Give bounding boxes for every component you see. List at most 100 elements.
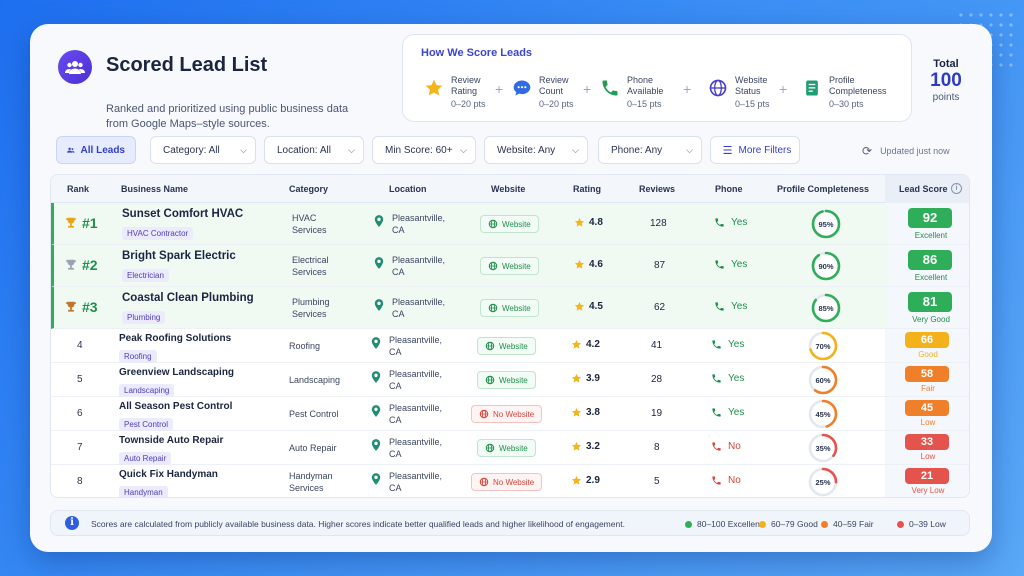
table-row[interactable]: 8 Quick Fix Handyman Handyman Handyman Se… xyxy=(51,465,969,497)
phone-icon xyxy=(712,374,721,383)
col-phone[interactable]: Phone xyxy=(715,184,743,194)
info-icon[interactable]: i xyxy=(951,183,962,194)
document-icon xyxy=(801,77,823,99)
rating-value: 3.2 xyxy=(586,441,600,452)
website-badge[interactable]: Website xyxy=(477,439,536,457)
legend-dot xyxy=(685,520,692,528)
rank-value: 7 xyxy=(77,442,83,453)
phone-value: Yes xyxy=(731,301,748,312)
business-name[interactable]: Bright Spark Electric xyxy=(122,250,236,262)
website-badge[interactable]: Website xyxy=(480,299,539,317)
table-row[interactable]: 6 All Season Pest Control Pest Control P… xyxy=(51,397,969,431)
col-website[interactable]: Website xyxy=(491,184,526,194)
phone-value: Yes xyxy=(728,407,745,418)
legend-item: 80–100 Excellent xyxy=(685,519,762,529)
col-rank[interactable]: Rank xyxy=(67,184,90,194)
table-row[interactable]: #2 Bright Spark Electric Electrician Ele… xyxy=(51,245,969,287)
col-location[interactable]: Location xyxy=(389,184,427,194)
profile-completeness-value: 95% xyxy=(818,220,833,229)
category-cell: Electrical Services xyxy=(292,255,329,277)
lead-score-label: Excellent xyxy=(914,231,948,240)
map-pin-icon xyxy=(374,256,384,274)
col-lead-score[interactable]: Lead Score xyxy=(899,184,948,194)
page-title: Scored Lead List xyxy=(106,54,268,76)
category-filter[interactable]: Category: All ⌵ xyxy=(150,136,256,164)
location-filter[interactable]: Location: All ⌵ xyxy=(264,136,364,164)
category-tag: Roofing xyxy=(119,350,157,363)
phone-icon xyxy=(712,408,721,417)
lead-score-label: Excellent xyxy=(914,273,948,282)
business-name[interactable]: Quick Fix Handyman xyxy=(119,469,218,480)
location-cell: Pleasantville, CA xyxy=(389,335,443,357)
lead-score-badge: 33 xyxy=(905,434,949,450)
location-cell: Pleasantville, CA xyxy=(389,471,443,493)
min-score-filter[interactable]: Min Score: 60+ ⌵ xyxy=(372,136,476,164)
phone-icon xyxy=(712,476,721,485)
refresh-icon[interactable]: ⟳ xyxy=(862,144,873,158)
website-badge[interactable]: No Website xyxy=(471,473,543,491)
table-row[interactable]: 5 Greenview Landscaping Landscaping Land… xyxy=(51,363,969,397)
rating-cell: 4.2 xyxy=(571,339,600,350)
min-score-filter-label: Min Score: 60+ xyxy=(385,144,453,156)
star-icon xyxy=(571,373,582,383)
website-label: Website xyxy=(502,219,531,229)
updated-label: Updated just now xyxy=(880,146,950,156)
lead-score-badge: 86 xyxy=(908,250,952,270)
col-profile-completeness[interactable]: Profile Completeness xyxy=(777,184,870,194)
rating-cell: 3.2 xyxy=(571,441,600,452)
lead-score-badge: 21 xyxy=(905,468,949,484)
col-rating[interactable]: Rating xyxy=(573,184,601,194)
rating-value: 4.2 xyxy=(586,339,600,350)
table-row[interactable]: #3 Coastal Clean Plumbing Plumbing Plumb… xyxy=(51,287,969,329)
phone-filter-label: Phone: Any xyxy=(611,144,663,156)
score-factor-label: Phone Available xyxy=(627,75,664,96)
website-filter[interactable]: Website: Any ⌵ xyxy=(484,136,588,164)
phone-icon xyxy=(715,218,724,227)
phone-filter[interactable]: Phone: Any ⌵ xyxy=(598,136,702,164)
legend-item: 0–39 Low xyxy=(897,519,946,529)
globe-icon xyxy=(488,261,498,271)
globe-icon xyxy=(479,477,489,487)
rating-value: 4.5 xyxy=(589,301,603,312)
map-pin-icon xyxy=(371,438,381,456)
business-name[interactable]: All Season Pest Control xyxy=(119,401,233,412)
table-row[interactable]: 4 Peak Roofing Solutions Roofing Roofing… xyxy=(51,329,969,363)
info-icon: i xyxy=(65,516,79,530)
globe-icon xyxy=(479,409,489,419)
rank-value: 6 xyxy=(77,408,83,419)
more-filters-button[interactable]: ☰ More Filters xyxy=(710,136,800,164)
website-badge[interactable]: Website xyxy=(477,337,536,355)
business-name[interactable]: Peak Roofing Solutions xyxy=(119,333,232,344)
location-filter-label: Location: All xyxy=(277,144,331,156)
business-name[interactable]: Townside Auto Repair xyxy=(119,435,224,446)
star-icon xyxy=(574,301,585,311)
business-name[interactable]: Sunset Comfort HVAC xyxy=(122,208,244,220)
all-leads-button[interactable]: All Leads xyxy=(56,136,136,164)
total-value: 100 xyxy=(930,70,962,91)
table-row[interactable]: 7 Townside Auto Repair Auto Repair Auto … xyxy=(51,431,969,465)
score-factor-label: Review Rating xyxy=(451,75,481,96)
col-category[interactable]: Category xyxy=(289,184,329,194)
table-row[interactable]: #1 Sunset Comfort HVAC HVAC Contractor H… xyxy=(51,203,969,245)
profile-completeness-value: 45% xyxy=(815,410,830,419)
total-label: Total xyxy=(933,58,959,70)
reviews-count: 62 xyxy=(654,302,666,313)
website-badge[interactable]: No Website xyxy=(471,405,543,423)
col-business-name[interactable]: Business Name xyxy=(121,184,189,194)
chevron-down-icon: ⌵ xyxy=(686,144,693,155)
website-badge[interactable]: Website xyxy=(480,257,539,275)
business-name[interactable]: Coastal Clean Plumbing xyxy=(122,292,254,304)
col-reviews[interactable]: Reviews xyxy=(639,184,676,194)
chevron-down-icon: ⌵ xyxy=(240,144,247,155)
score-factor-points: 0–15 pts xyxy=(627,99,662,109)
phone-cell: Yes xyxy=(711,407,744,418)
score-factor-points: 0–30 pts xyxy=(829,99,864,109)
leads-table: Rank Business Name Category Location Web… xyxy=(50,174,970,498)
star-icon xyxy=(423,77,445,99)
website-badge[interactable]: Website xyxy=(480,215,539,233)
profile-completeness-ring: 45% xyxy=(808,399,838,429)
filter-bar: All Leads Category: All ⌵ Location: All ⌵ … xyxy=(56,136,976,164)
website-badge[interactable]: Website xyxy=(477,371,536,389)
business-name[interactable]: Greenview Landscaping xyxy=(119,367,235,378)
trophy-icon xyxy=(65,301,77,312)
